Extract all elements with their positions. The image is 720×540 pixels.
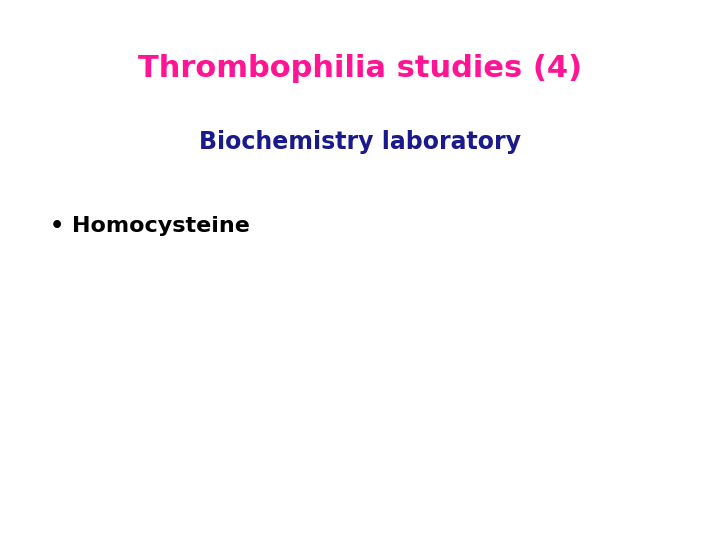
Text: Thrombophilia studies (4): Thrombophilia studies (4) bbox=[138, 54, 582, 83]
Text: • Homocysteine: • Homocysteine bbox=[50, 216, 251, 236]
Text: Biochemistry laboratory: Biochemistry laboratory bbox=[199, 130, 521, 153]
